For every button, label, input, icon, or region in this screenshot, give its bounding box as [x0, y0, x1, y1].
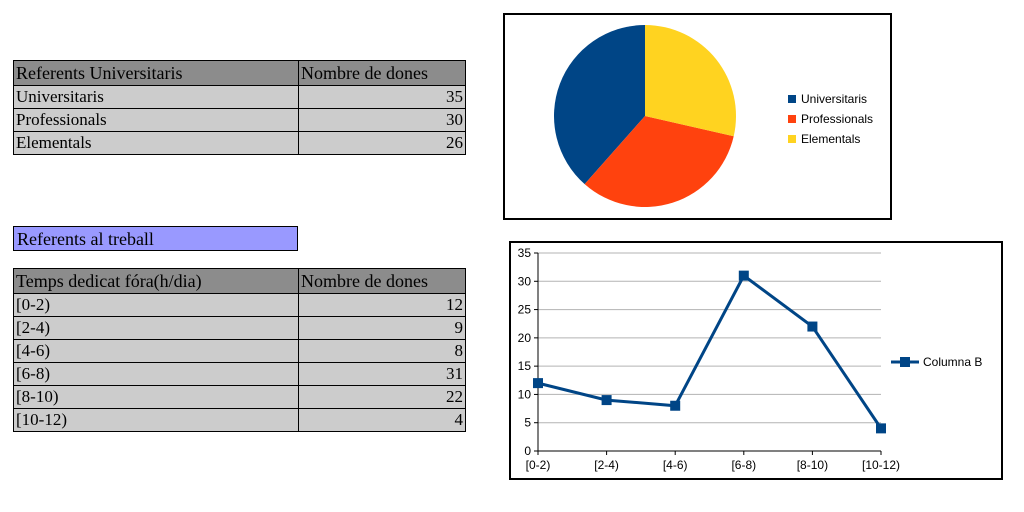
data-point [670, 400, 681, 411]
column-header: Temps dedicat fóra(h/dia) [13, 268, 299, 294]
data-point [601, 395, 612, 406]
table-row: [4-6) 8 [13, 339, 466, 363]
legend-label: Elementals [801, 132, 860, 146]
legend-swatch [788, 95, 796, 103]
pie-chart-frame: Universitaris Professionals Elementals [503, 13, 892, 220]
table-row: Elementals 26 [13, 131, 466, 155]
cell-value: 12 [298, 293, 466, 317]
cell-label: Universitaris [13, 85, 299, 109]
cell-value: 35 [298, 85, 466, 109]
y-tick-label: 10 [518, 387, 532, 401]
data-point [876, 423, 886, 434]
legend-label: Professionals [801, 112, 873, 126]
cell-label: [6-8) [13, 362, 299, 386]
table-row: Professionals 30 [13, 108, 466, 132]
table-row: [8-10) 22 [13, 385, 466, 409]
y-tick-label: 20 [518, 331, 532, 345]
table-referents-universitaris: Referents Universitaris Nombre de dones … [13, 60, 466, 155]
x-tick-label: [2-4) [594, 458, 619, 472]
pie-slice-universitaris [554, 25, 645, 185]
table-row: [0-2) 12 [13, 293, 466, 317]
cell-value: 30 [298, 108, 466, 132]
cell-value: 4 [298, 408, 466, 432]
section-label: Referents al treball [13, 226, 298, 251]
cell-label: Elementals [13, 131, 299, 155]
x-tick-label: [8-10) [797, 458, 828, 472]
data-point [807, 321, 818, 332]
pie-slice-elementals [645, 25, 736, 137]
y-tick-label: 0 [524, 444, 531, 458]
cell-value: 8 [298, 339, 466, 363]
data-point [533, 378, 543, 389]
legend-swatch [788, 135, 796, 143]
column-header: Referents Universitaris [13, 60, 299, 86]
pie-slice-professionals [584, 116, 734, 208]
column-header: Nombre de dones [298, 268, 466, 294]
cell-label: [4-6) [13, 339, 299, 363]
legend-label: Universitaris [801, 92, 867, 106]
line-chart: 0 5 10 15 20 25 30 35 [0-2) [2-4) [4-6) [6-8) [8-10)… [518, 246, 983, 472]
x-tick-label: [4-6) [663, 458, 688, 472]
cell-value: 22 [298, 385, 466, 409]
legend-label: Columna B [923, 355, 982, 369]
cell-label: [0-2) [13, 293, 299, 317]
column-header: Nombre de dones [298, 60, 466, 86]
pie-chart: Universitaris Professionals Elementals [554, 25, 873, 208]
y-tick-label: 35 [518, 246, 532, 260]
data-point [738, 270, 749, 281]
y-tick-label: 15 [518, 359, 532, 373]
cell-label: [8-10) [13, 385, 299, 409]
line-chart-frame: 0 5 10 15 20 25 30 35 [0-2) [2-4) [4-6) [6-8) [8-10)… [509, 241, 1003, 480]
y-tick-label: 30 [518, 274, 532, 288]
table-row: Universitaris 35 [13, 85, 466, 109]
series-line [537, 273, 883, 430]
legend-swatch [788, 115, 796, 123]
cell-label: Professionals [13, 108, 299, 132]
table-row: [10-12) 4 [13, 408, 466, 432]
y-tick-label: 25 [518, 303, 532, 317]
legend-marker [900, 357, 910, 367]
cell-label: [2-4) [13, 316, 299, 340]
cell-value: 9 [298, 316, 466, 340]
y-tick-label: 5 [524, 416, 531, 430]
x-tick-label: [10-12) [862, 458, 900, 472]
cell-label: [10-12) [13, 408, 299, 432]
table-referents-treball: Temps dedicat fóra(h/dia) Nombre de done… [13, 268, 466, 432]
x-tick-label: [0-2) [526, 458, 551, 472]
cell-value: 26 [298, 131, 466, 155]
x-tick-label: [6-8) [731, 458, 756, 472]
table-row: [2-4) 9 [13, 316, 466, 340]
table-row: [6-8) 31 [13, 362, 466, 386]
cell-value: 31 [298, 362, 466, 386]
